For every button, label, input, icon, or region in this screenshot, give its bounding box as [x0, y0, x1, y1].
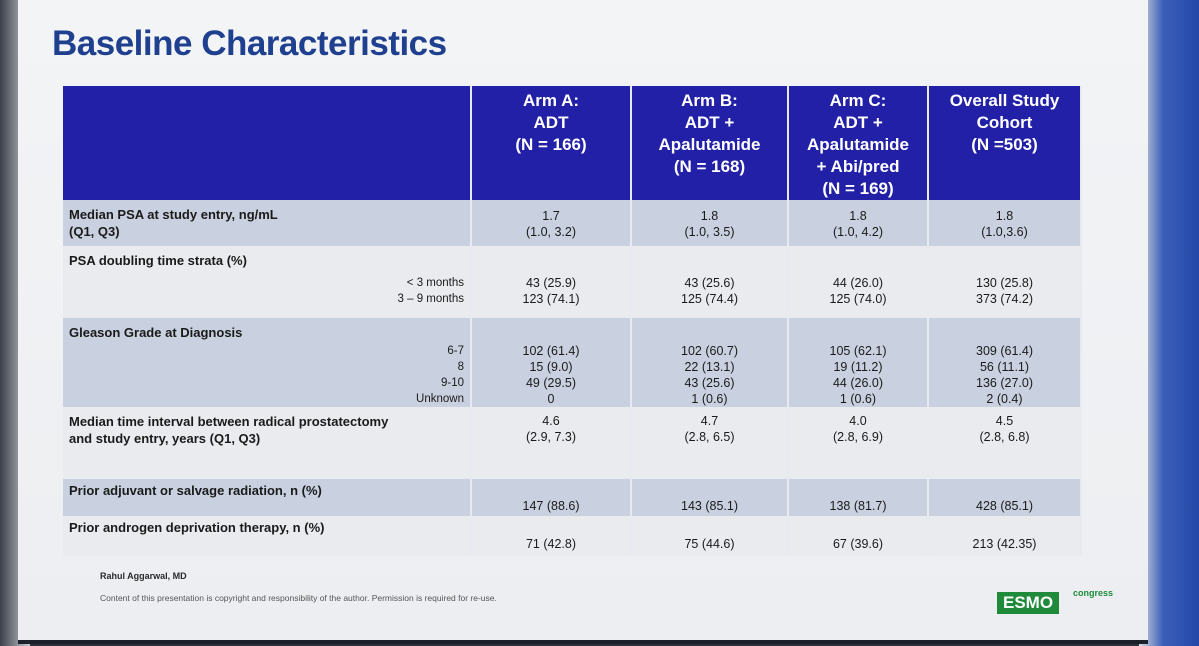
cell-arm-a: 4.6 (2.9, 7.3) [471, 407, 632, 479]
cell-arm-b: 75 (44.6) [631, 516, 789, 556]
slide-title: Baseline Characteristics [52, 24, 447, 63]
table-row-psa-doubling: PSA doubling time strata (%) < 3 months 3… [63, 246, 1082, 318]
baseline-table: Arm A: ADT (N = 166) Arm B: ADT + Apalutamid… [63, 86, 1082, 556]
cell-arm-b: 143 (85.1) [631, 479, 789, 516]
header-arm-b: Arm B: ADT + Apalutamide (N = 168) [631, 86, 789, 200]
cell-overall: 1.8 (1.0,3.6) [928, 200, 1082, 246]
table-row-radiation: Prior adjuvant or salvage radiation, n (… [63, 479, 1082, 516]
table-row-interval: Median time interval between radical pro… [63, 407, 1082, 479]
cell-arm-c: 1.8 (1.0, 4.2) [788, 200, 929, 246]
table-row-gleason: Gleason Grade at Diagnosis 6-7 8 9-10 Unkn… [63, 318, 1082, 407]
header-row: Arm A: ADT (N = 166) Arm B: ADT + Apalutamid… [63, 86, 1082, 200]
cell-arm-c: 67 (39.6) [788, 516, 929, 556]
cell-overall: 213 (42.35) [928, 516, 1082, 556]
cell-arm-b: 102 (60.7) 22 (13.1) 43 (25.6) 1 (0.6) [631, 318, 789, 407]
cell-arm-c: 44 (26.0) 125 (74.0) [788, 246, 929, 318]
header-arm-a: Arm A: ADT (N = 166) [471, 86, 632, 200]
esmo-logo-congress: congress [1073, 588, 1114, 598]
cell-arm-a: 1.7 (1.0, 3.2) [471, 200, 632, 246]
cell-arm-a: 43 (25.9) 123 (74.1) [471, 246, 632, 318]
cell-arm-b: 43 (25.6) 125 (74.4) [631, 246, 789, 318]
header-overall: Overall Study Cohort (N =503) [928, 86, 1082, 200]
esmo-logo-text: ESMO [997, 592, 1060, 614]
footer-author: Rahul Aggarwal, MD [100, 571, 187, 581]
table-row-psa: Median PSA at study entry, ng/mL (Q1, Q3)… [63, 200, 1082, 246]
slide: Baseline Characteristics Arm A: ADT (N = 1… [18, 0, 1148, 644]
row-label: PSA doubling time strata (%) < 3 months 3… [63, 246, 472, 318]
esmo-logo: ESMO congress [997, 588, 1122, 618]
cell-arm-c: 138 (81.7) [788, 479, 929, 516]
cell-overall: 130 (25.8) 373 (74.2) [928, 246, 1082, 318]
cell-overall: 428 (85.1) [928, 479, 1082, 516]
cell-overall: 309 (61.4) 56 (11.1) 136 (27.0) 2 (0.4) [928, 318, 1082, 407]
row-label: Median PSA at study entry, ng/mL (Q1, Q3) [63, 200, 472, 246]
cell-arm-b: 4.7 (2.8, 6.5) [631, 407, 789, 479]
cell-arm-b: 1.8 (1.0, 3.5) [631, 200, 789, 246]
header-blank [63, 86, 472, 200]
cell-arm-a: 102 (61.4) 15 (9.0) 49 (29.5) 0 [471, 318, 632, 407]
cell-arm-c: 105 (62.1) 19 (11.2) 44 (26.0) 1 (0.6) [788, 318, 929, 407]
cell-arm-a: 147 (88.6) [471, 479, 632, 516]
footer-disclaimer: Content of this presentation is copyrigh… [100, 593, 497, 603]
header-arm-c: Arm C: ADT + Apalutamide + Abi/pred (N = 169… [788, 86, 929, 200]
cell-arm-c: 4.0 (2.8, 6.9) [788, 407, 929, 479]
row-label: Gleason Grade at Diagnosis 6-7 8 9-10 Unkn… [63, 318, 472, 407]
cell-arm-a: 71 (42.8) [471, 516, 632, 556]
row-label: Median time interval between radical pro… [63, 407, 472, 479]
row-label: Prior adjuvant or salvage radiation, n (… [63, 479, 472, 516]
cell-overall: 4.5 (2.8, 6.8) [928, 407, 1082, 479]
row-label: Prior androgen deprivation therapy, n (%… [63, 516, 472, 556]
projector-edge-right [1139, 0, 1199, 646]
table-row-adt: Prior androgen deprivation therapy, n (%… [63, 516, 1082, 556]
